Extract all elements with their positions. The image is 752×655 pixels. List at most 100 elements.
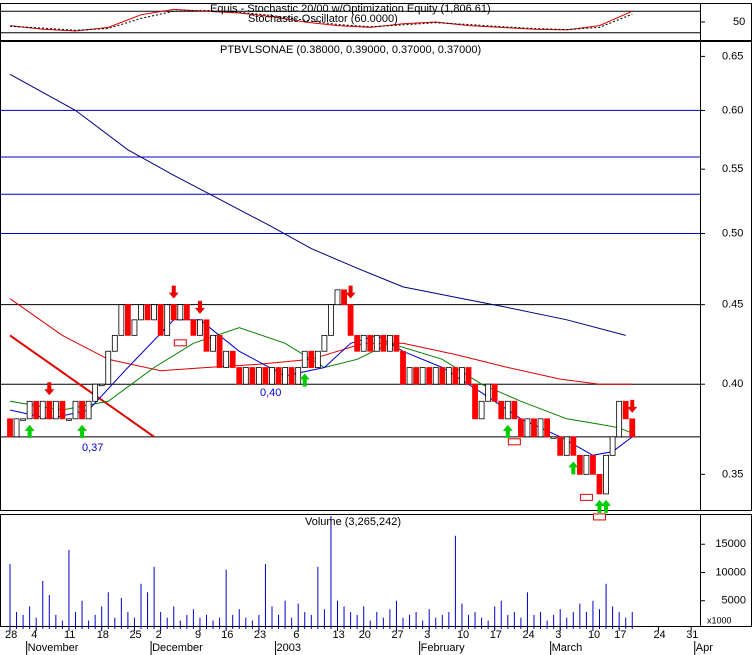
candle — [20, 418, 27, 421]
candle — [531, 418, 537, 438]
candle — [33, 400, 40, 420]
candle — [262, 367, 269, 385]
candle — [419, 367, 426, 385]
candle — [596, 473, 603, 495]
y-tick-label: 0.45 — [722, 299, 743, 311]
candle — [491, 383, 498, 402]
x-tick-label: 3 — [555, 629, 561, 641]
x-tick-label: 17 — [490, 629, 502, 641]
candle — [39, 400, 46, 420]
oscillator-line — [9, 9, 633, 31]
x-tick-label: 24 — [653, 629, 665, 641]
candle — [157, 304, 164, 336]
candle — [498, 400, 505, 420]
annotation: 0,37 — [82, 442, 103, 454]
candle — [144, 304, 151, 321]
x-tick-label: 24 — [522, 629, 534, 641]
candle — [105, 350, 112, 385]
candle — [118, 304, 125, 336]
candle — [242, 367, 249, 385]
annotation: 0,40 — [260, 387, 281, 399]
candle — [609, 436, 616, 456]
candle — [439, 367, 446, 385]
candle — [170, 304, 177, 321]
y-tick-label: 0.55 — [722, 163, 743, 175]
candle — [249, 367, 256, 385]
month-label: 2003 — [277, 642, 301, 654]
candle — [373, 334, 380, 352]
x-tick-label: 11 — [64, 629, 75, 641]
x-tick-label: 17 — [614, 629, 626, 641]
moving-average — [9, 73, 626, 336]
candle — [255, 367, 262, 385]
candle — [7, 418, 13, 438]
candle — [301, 350, 308, 368]
candle — [511, 400, 518, 420]
candle — [314, 350, 321, 368]
candle — [151, 304, 158, 321]
candle — [557, 436, 564, 456]
candle — [308, 350, 315, 368]
candle — [603, 454, 609, 495]
x-tick-label: 16 — [221, 629, 233, 641]
candle — [216, 334, 223, 368]
candle — [629, 418, 636, 438]
volume-unit: x1000 — [707, 615, 732, 625]
candle — [413, 367, 420, 385]
candle — [583, 454, 590, 475]
candle — [616, 400, 623, 438]
candle — [164, 304, 171, 336]
x-tick-label: 10 — [457, 629, 469, 641]
x-tick-label: 2 — [156, 629, 162, 641]
candle — [400, 350, 406, 385]
x-tick-label: 13 — [333, 629, 345, 641]
y-tick-label: 15000 — [715, 538, 746, 550]
candle — [52, 400, 59, 420]
candle — [445, 367, 452, 385]
y-tick-label: 50 — [733, 16, 745, 28]
sell-arrow — [168, 285, 179, 299]
buy-arrow — [568, 461, 579, 475]
candle — [26, 400, 33, 420]
candle — [386, 334, 393, 352]
x-tick-label: 28 — [5, 629, 17, 641]
candle — [13, 418, 20, 438]
candle — [563, 436, 570, 456]
buy-arrow — [299, 373, 310, 387]
candle — [426, 367, 433, 385]
candle — [393, 334, 400, 352]
y-tick-label: 0.60 — [722, 104, 743, 116]
month-label: February — [421, 642, 466, 654]
candle — [360, 334, 367, 352]
x-tick-label: 18 — [97, 629, 109, 641]
candle — [472, 383, 478, 420]
x-tick-label: 20 — [359, 629, 371, 641]
sell-arrow — [194, 300, 205, 314]
candle — [138, 304, 144, 321]
candle — [518, 418, 524, 438]
buy-arrow — [502, 424, 513, 438]
candle — [46, 400, 53, 420]
candle — [478, 400, 485, 420]
candle — [354, 334, 361, 352]
y-tick-label: 0.50 — [722, 227, 743, 239]
x-tick-label: 4 — [31, 629, 37, 641]
candle — [282, 367, 289, 385]
buy-arrow — [77, 424, 88, 438]
y-tick-label: 0.40 — [722, 378, 743, 390]
buy-arrow — [24, 424, 35, 438]
candle — [550, 436, 557, 439]
candle — [622, 400, 629, 420]
candle — [59, 400, 66, 420]
candle — [334, 289, 341, 306]
month-label: March — [552, 642, 583, 654]
candle — [452, 367, 459, 385]
sell-arrow — [345, 285, 356, 299]
candle — [432, 367, 439, 385]
candle — [72, 400, 79, 420]
exit-marker — [593, 513, 606, 521]
exit-marker — [507, 438, 521, 446]
candle — [79, 400, 85, 420]
candle — [85, 400, 92, 420]
